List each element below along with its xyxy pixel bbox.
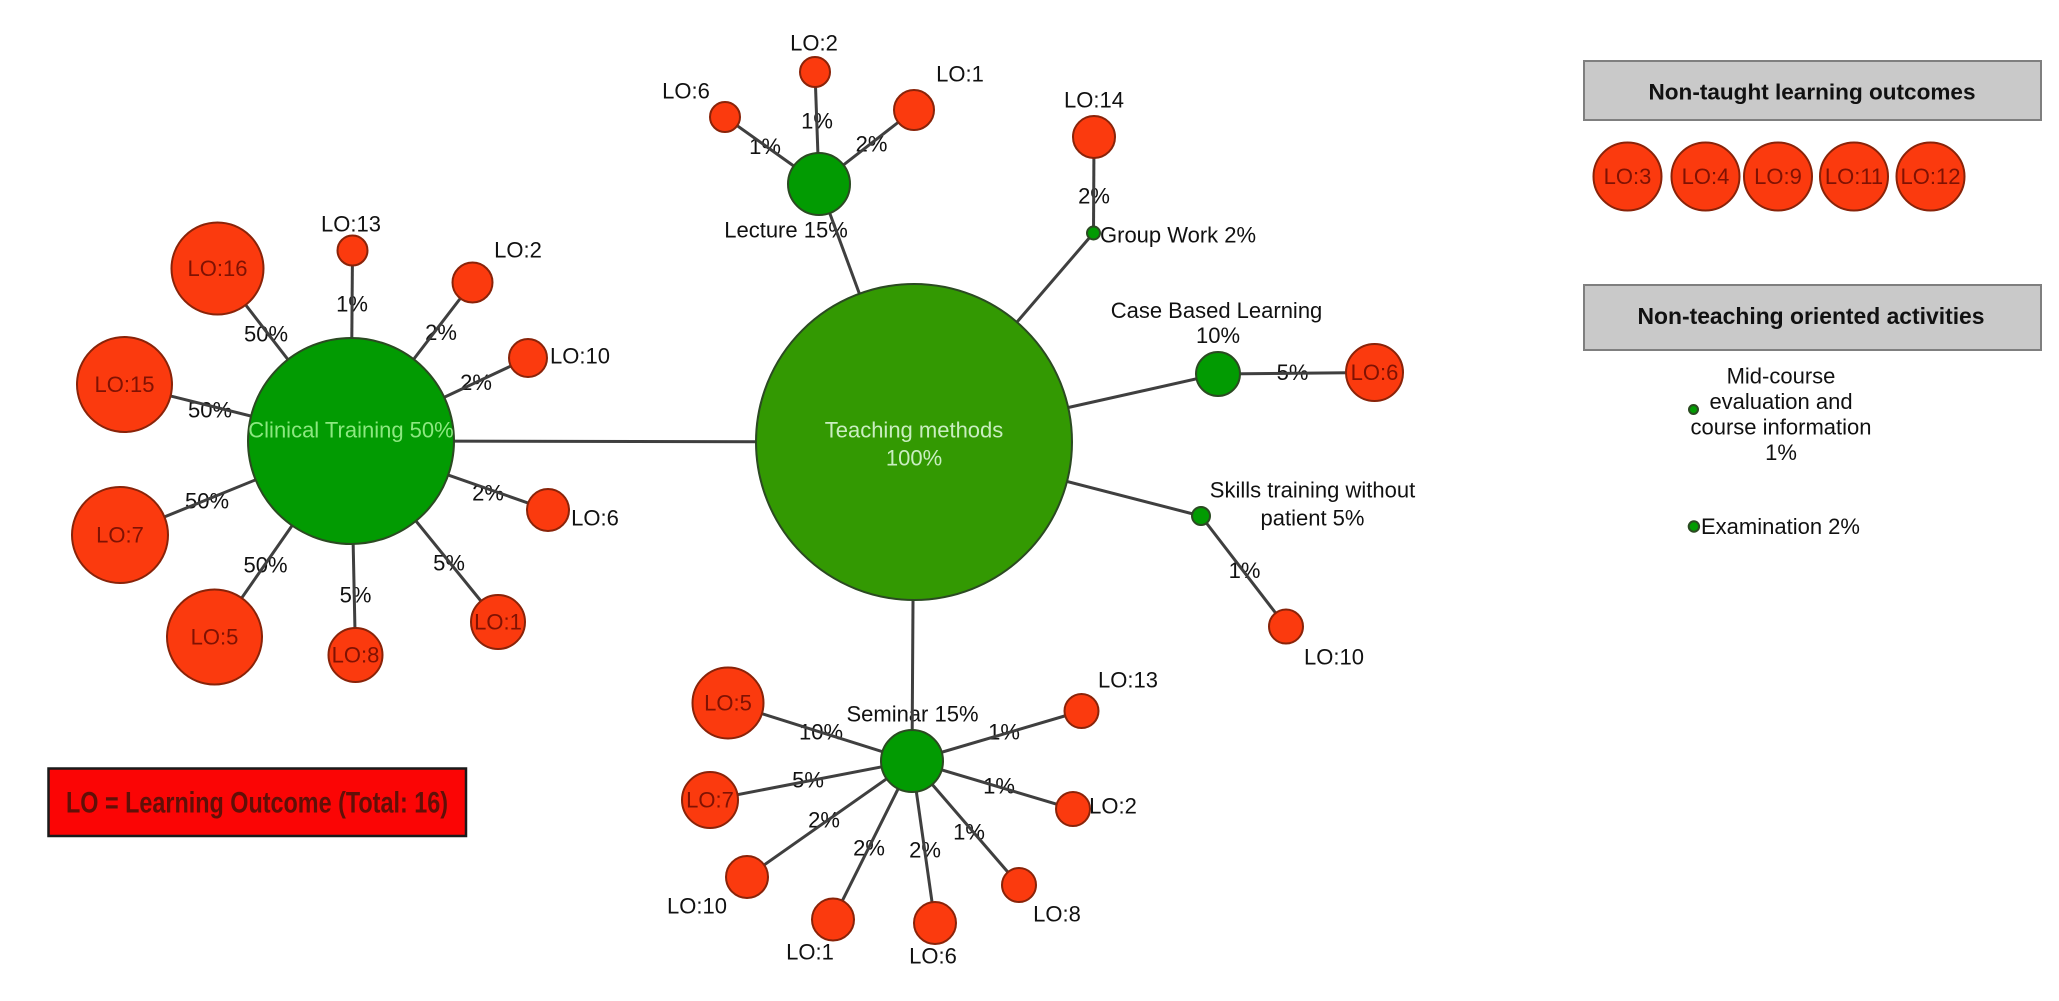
svg-text:Examination 2%: Examination 2%: [1701, 514, 1860, 539]
svg-text:LO:15: LO:15: [95, 372, 155, 397]
svg-text:LO:1: LO:1: [786, 940, 834, 965]
svg-text:course information: course information: [1691, 415, 1872, 440]
svg-text:LO:6: LO:6: [909, 944, 957, 969]
svg-text:LO:3: LO:3: [1604, 164, 1652, 189]
svg-text:LO:1: LO:1: [936, 62, 984, 87]
svg-text:1%: 1%: [988, 720, 1020, 745]
svg-text:LO:1: LO:1: [474, 610, 522, 635]
svg-text:50%: 50%: [244, 322, 288, 347]
svg-text:LO:10: LO:10: [1304, 645, 1364, 670]
svg-text:LO:7: LO:7: [686, 788, 734, 813]
svg-text:LO:4: LO:4: [1682, 164, 1730, 189]
svg-text:LO:6: LO:6: [1351, 360, 1399, 385]
svg-text:Mid-course: Mid-course: [1727, 364, 1836, 389]
svg-text:LO:13: LO:13: [321, 212, 381, 237]
svg-text:Non-teaching oriented activiti: Non-teaching oriented activities: [1638, 303, 1985, 329]
svg-text:patient 5%: patient 5%: [1261, 506, 1365, 531]
svg-text:LO:9: LO:9: [1754, 164, 1802, 189]
svg-text:Skills training without: Skills training without: [1210, 478, 1415, 503]
svg-text:LO:5: LO:5: [704, 691, 752, 716]
svg-text:LO:14: LO:14: [1064, 88, 1124, 113]
svg-text:LO:10: LO:10: [550, 344, 610, 369]
svg-text:Clinical Training 50%: Clinical Training 50%: [248, 418, 453, 443]
svg-text:LO = Learning Outcome (Total:: LO = Learning Outcome (Total: 16): [66, 787, 448, 820]
svg-text:LO:2: LO:2: [494, 238, 542, 263]
svg-text:Lecture 15%: Lecture 15%: [724, 218, 848, 243]
svg-text:LO:16: LO:16: [188, 256, 248, 281]
svg-text:LO:11: LO:11: [1825, 164, 1883, 189]
svg-text:LO:13: LO:13: [1098, 668, 1158, 693]
svg-text:Non-taught learning outcomes: Non-taught learning outcomes: [1649, 80, 1976, 105]
svg-text:Case Based Learning: Case Based Learning: [1111, 298, 1323, 323]
svg-text:LO:12: LO:12: [1901, 164, 1961, 189]
svg-text:100%: 100%: [886, 446, 942, 471]
svg-text:LO:8: LO:8: [332, 643, 380, 668]
svg-text:evaluation and: evaluation and: [1709, 389, 1852, 414]
svg-text:LO:2: LO:2: [1089, 794, 1137, 819]
svg-text:Teaching methods: Teaching methods: [825, 418, 1004, 443]
svg-text:10%: 10%: [1196, 323, 1240, 348]
svg-text:Group Work 2%: Group Work 2%: [1100, 223, 1256, 248]
svg-text:LO:5: LO:5: [191, 625, 239, 650]
svg-text:LO:10: LO:10: [667, 894, 727, 919]
svg-text:LO:6: LO:6: [571, 506, 619, 531]
svg-text:LO:6: LO:6: [662, 79, 710, 104]
svg-text:LO:7: LO:7: [96, 523, 144, 548]
svg-text:LO:2: LO:2: [790, 31, 838, 56]
svg-text:1%: 1%: [1765, 440, 1797, 465]
svg-text:LO:8: LO:8: [1033, 902, 1081, 927]
